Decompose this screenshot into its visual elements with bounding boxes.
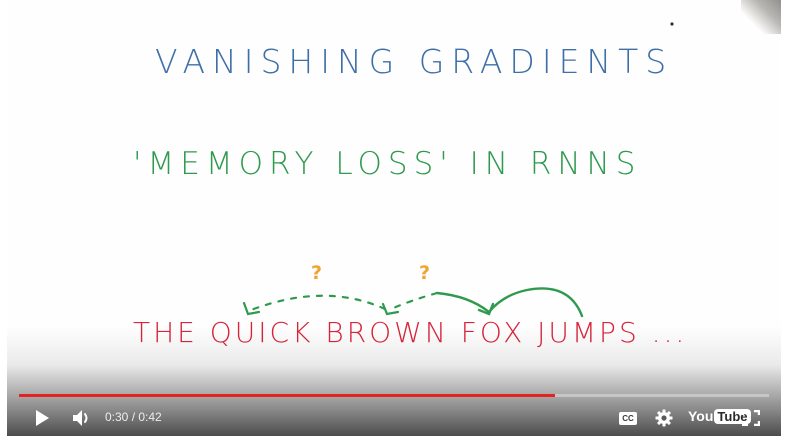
dotted-arrow-right-head <box>381 302 400 316</box>
settings-button[interactable] <box>652 404 676 432</box>
play-icon <box>36 410 49 426</box>
youtube-logo-tube: Tube <box>714 408 751 424</box>
play-button[interactable] <box>29 404 55 432</box>
video-subtitle-text: 'MEMORY LOSS' IN RNNS <box>133 146 642 182</box>
annotation-arrows <box>242 22 674 318</box>
mute-button[interactable] <box>69 404 97 432</box>
question-mark-1: ? <box>311 262 323 284</box>
fullscreen-icon <box>742 410 760 426</box>
time-total: 0:42 <box>138 410 162 424</box>
corner-shadow <box>741 0 781 34</box>
cc-icon: CC <box>619 411 637 425</box>
time-separator: / <box>128 410 139 424</box>
youtube-logo-you: You <box>688 408 714 424</box>
time-current: 0:30 <box>105 410 129 424</box>
dotted-arrow-left <box>249 294 387 312</box>
video-title-text: VANISHING GRADIENTS <box>155 42 674 81</box>
video-frame[interactable]: VANISHING GRADIENTS 'MEMORY LOSS' IN RNN… <box>7 0 781 436</box>
progress-bar-played <box>19 394 555 397</box>
speck-dot <box>670 22 674 26</box>
question-mark-2: ? <box>419 262 431 284</box>
controls-gradient <box>7 326 781 436</box>
volume-icon <box>73 410 88 426</box>
cc-label: CC <box>622 413 634 423</box>
fullscreen-button[interactable] <box>740 404 762 432</box>
solid-arrow-large <box>487 287 584 318</box>
video-player[interactable]: VANISHING GRADIENTS 'MEMORY LOSS' IN RNN… <box>7 0 781 436</box>
time-display: 0:30 / 0:42 <box>105 410 162 424</box>
dotted-arrow-right <box>389 291 439 311</box>
youtube-logo[interactable]: You Tube <box>688 408 751 424</box>
solid-arrow-small <box>435 291 491 314</box>
subtitles-button[interactable]: CC <box>617 404 639 432</box>
settings-icon <box>655 409 673 427</box>
dotted-arrow-left-head <box>242 301 261 316</box>
progress-bar[interactable] <box>19 394 769 397</box>
